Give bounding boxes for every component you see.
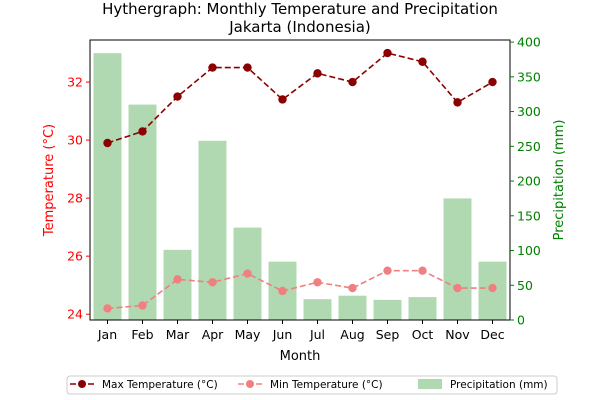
y-right-tick-label-250: 250 xyxy=(517,139,541,154)
plot-frame xyxy=(89,39,511,321)
max-temp-line xyxy=(107,52,493,144)
y-right-tick-label-150: 150 xyxy=(517,208,541,223)
max-temp-point-jan xyxy=(103,138,112,148)
x-tick-label-sep: Sep xyxy=(376,327,400,342)
min-temp-point-mar xyxy=(173,275,182,284)
max-temp-point-jun xyxy=(278,95,287,104)
x-tick-label-mar: Mar xyxy=(166,327,190,342)
max-temp-point-mar xyxy=(173,92,182,101)
y-axis-right-label: Precipitation (mm) xyxy=(552,120,567,241)
legend-precipitation-label: Precipitation (mm) xyxy=(450,379,548,391)
temperature-lines xyxy=(103,48,497,313)
max-temp-point-dec xyxy=(488,77,497,87)
min-temp-point-may xyxy=(243,269,252,278)
legend: Max Temperature (°C) Min Temperature (°C)… xyxy=(66,375,558,395)
min-temp-point-feb xyxy=(138,301,147,310)
x-tick-label-apr: Apr xyxy=(202,327,224,342)
max-temp-point-sep xyxy=(383,48,392,58)
y-axis-left-label: Temperature (°C) xyxy=(42,124,57,237)
precipitation-bar-jan xyxy=(93,53,122,321)
y-left-tick-label-26: 26 xyxy=(67,249,83,264)
max-temp-point-jul xyxy=(313,69,322,78)
precipitation-bar-aug xyxy=(338,295,367,320)
max-temp-point-oct xyxy=(418,57,427,66)
x-tick-label-jun: Jun xyxy=(272,327,293,342)
precipitation-bars xyxy=(93,53,507,321)
min-temp-point-jan xyxy=(103,304,112,313)
min-temp-point-aug xyxy=(348,283,357,293)
axes: Jan Feb Mar Apr May Jun Jul Aug Sep Oct Nov Dec 24 26… xyxy=(67,35,541,342)
x-tick-label-dec: Dec xyxy=(480,327,504,342)
max-temp-point-nov xyxy=(453,98,462,107)
y-left-tick-label-30: 30 xyxy=(67,133,83,148)
min-temp-line xyxy=(107,269,493,310)
precipitation-bar-oct xyxy=(408,297,437,320)
y-right-tick-label-200: 200 xyxy=(517,174,541,189)
legend-max-temp-label: Max Temperature (°C) xyxy=(102,379,218,391)
y-right-tick-label-300: 300 xyxy=(517,104,541,119)
max-temp-point-apr xyxy=(208,63,217,72)
x-axis-label: Month xyxy=(280,349,321,364)
chart-subtitle: Jakarta (Indonesia) xyxy=(228,18,370,36)
y-right-tick-label-400: 400 xyxy=(517,35,541,50)
precipitation-bar-jul xyxy=(303,299,332,320)
y-right-tick-label-0: 0 xyxy=(517,313,525,328)
precipitation-bar-mar xyxy=(163,249,192,320)
min-temp-point-nov xyxy=(453,283,462,293)
min-temp-point-jul xyxy=(313,278,322,287)
x-tick-label-may: May xyxy=(235,327,261,342)
x-tick-label-jan: Jan xyxy=(97,327,117,342)
x-tick-label-oct: Oct xyxy=(412,327,434,342)
max-temp-point-may xyxy=(243,63,252,72)
min-temp-point-oct xyxy=(418,266,427,275)
x-tick-label-aug: Aug xyxy=(340,327,364,342)
min-temp-point-apr xyxy=(208,278,217,287)
y-right-tick-label-100: 100 xyxy=(517,243,541,258)
x-tick-label-jul: Jul xyxy=(309,327,325,342)
legend-max-temp-marker xyxy=(78,380,86,388)
legend-precipitation-swatch xyxy=(418,379,442,389)
legend-min-temp-marker xyxy=(246,380,254,388)
y-left-tick-label-24: 24 xyxy=(67,307,83,322)
y-left-tick-label-28: 28 xyxy=(67,191,83,206)
y-right-tick-label-350: 350 xyxy=(517,69,541,84)
y-right-tick-label-50: 50 xyxy=(517,278,533,293)
precipitation-bar-sep xyxy=(373,299,402,320)
precipitation-bar-feb xyxy=(128,104,157,320)
max-temp-point-feb xyxy=(138,127,147,136)
min-temp-point-dec xyxy=(488,283,497,293)
legend-min-temp-label: Min Temperature (°C) xyxy=(270,379,383,391)
y-left-tick-label-32: 32 xyxy=(67,75,83,90)
chart-title: Hythergraph: Monthly Temperature and Pre… xyxy=(102,0,498,18)
precipitation-bar-apr xyxy=(198,140,227,320)
x-tick-label-nov: Nov xyxy=(445,327,470,342)
precipitation-bar-nov xyxy=(443,198,472,320)
min-temp-point-sep xyxy=(383,266,392,275)
max-temp-point-aug xyxy=(348,77,357,87)
x-tick-label-feb: Feb xyxy=(131,327,153,342)
min-temp-point-jun xyxy=(278,286,287,296)
